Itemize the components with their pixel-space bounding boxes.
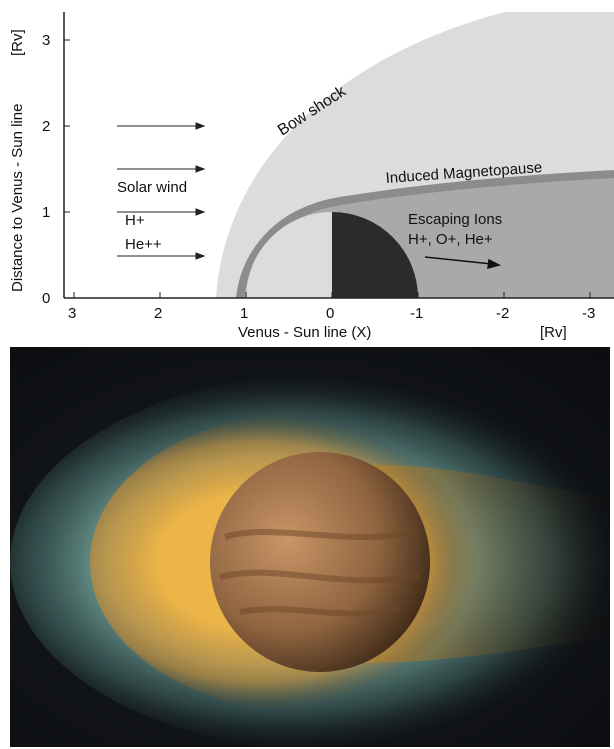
venus-night-side [332, 212, 418, 298]
h-plus-label: H+ [125, 212, 145, 229]
venus-planet [210, 452, 430, 672]
y-axis-label: Distance to Venus - Sun line [9, 104, 26, 292]
y-tick-label: 0 [42, 290, 50, 307]
x-tick-label: 0 [326, 305, 334, 322]
escaping-ions-arrow [424, 256, 502, 270]
x-tick-label: 3 [68, 305, 76, 322]
he-plus-plus-label: He++ [125, 236, 162, 253]
x-tick-label: 1 [240, 305, 248, 322]
venus-induced-magnetosphere-illustration [10, 347, 610, 747]
x-tick-label: -1 [410, 305, 423, 322]
x-tick-label: 2 [154, 305, 162, 322]
venus-day-side [246, 212, 332, 298]
venus-magnetosphere-diagram: 0 1 2 3 3 2 1 0 -1 -2 -3 Venus - Sun lin… [9, 12, 614, 341]
x-axis-label: Venus - Sun line (X) [238, 324, 371, 341]
escaping-ions-label: Escaping Ions [408, 211, 502, 228]
solar-wind-label: Solar wind [117, 179, 187, 196]
planet-cloud-bands [219, 529, 421, 617]
induced-magnetopause-line [236, 170, 614, 299]
x-axis-unit: [Rv] [540, 324, 567, 341]
solar-wind-arrows [117, 122, 206, 260]
escaping-species-label: H+, O+, He+ [408, 231, 493, 248]
x-tick-label: -2 [496, 305, 509, 322]
x-tick-label: -3 [582, 305, 595, 322]
y-tick-label: 2 [42, 118, 50, 135]
y-axis-unit: [Rv] [9, 29, 26, 56]
y-tick-label: 3 [42, 32, 50, 49]
y-tick-label: 1 [42, 204, 50, 221]
